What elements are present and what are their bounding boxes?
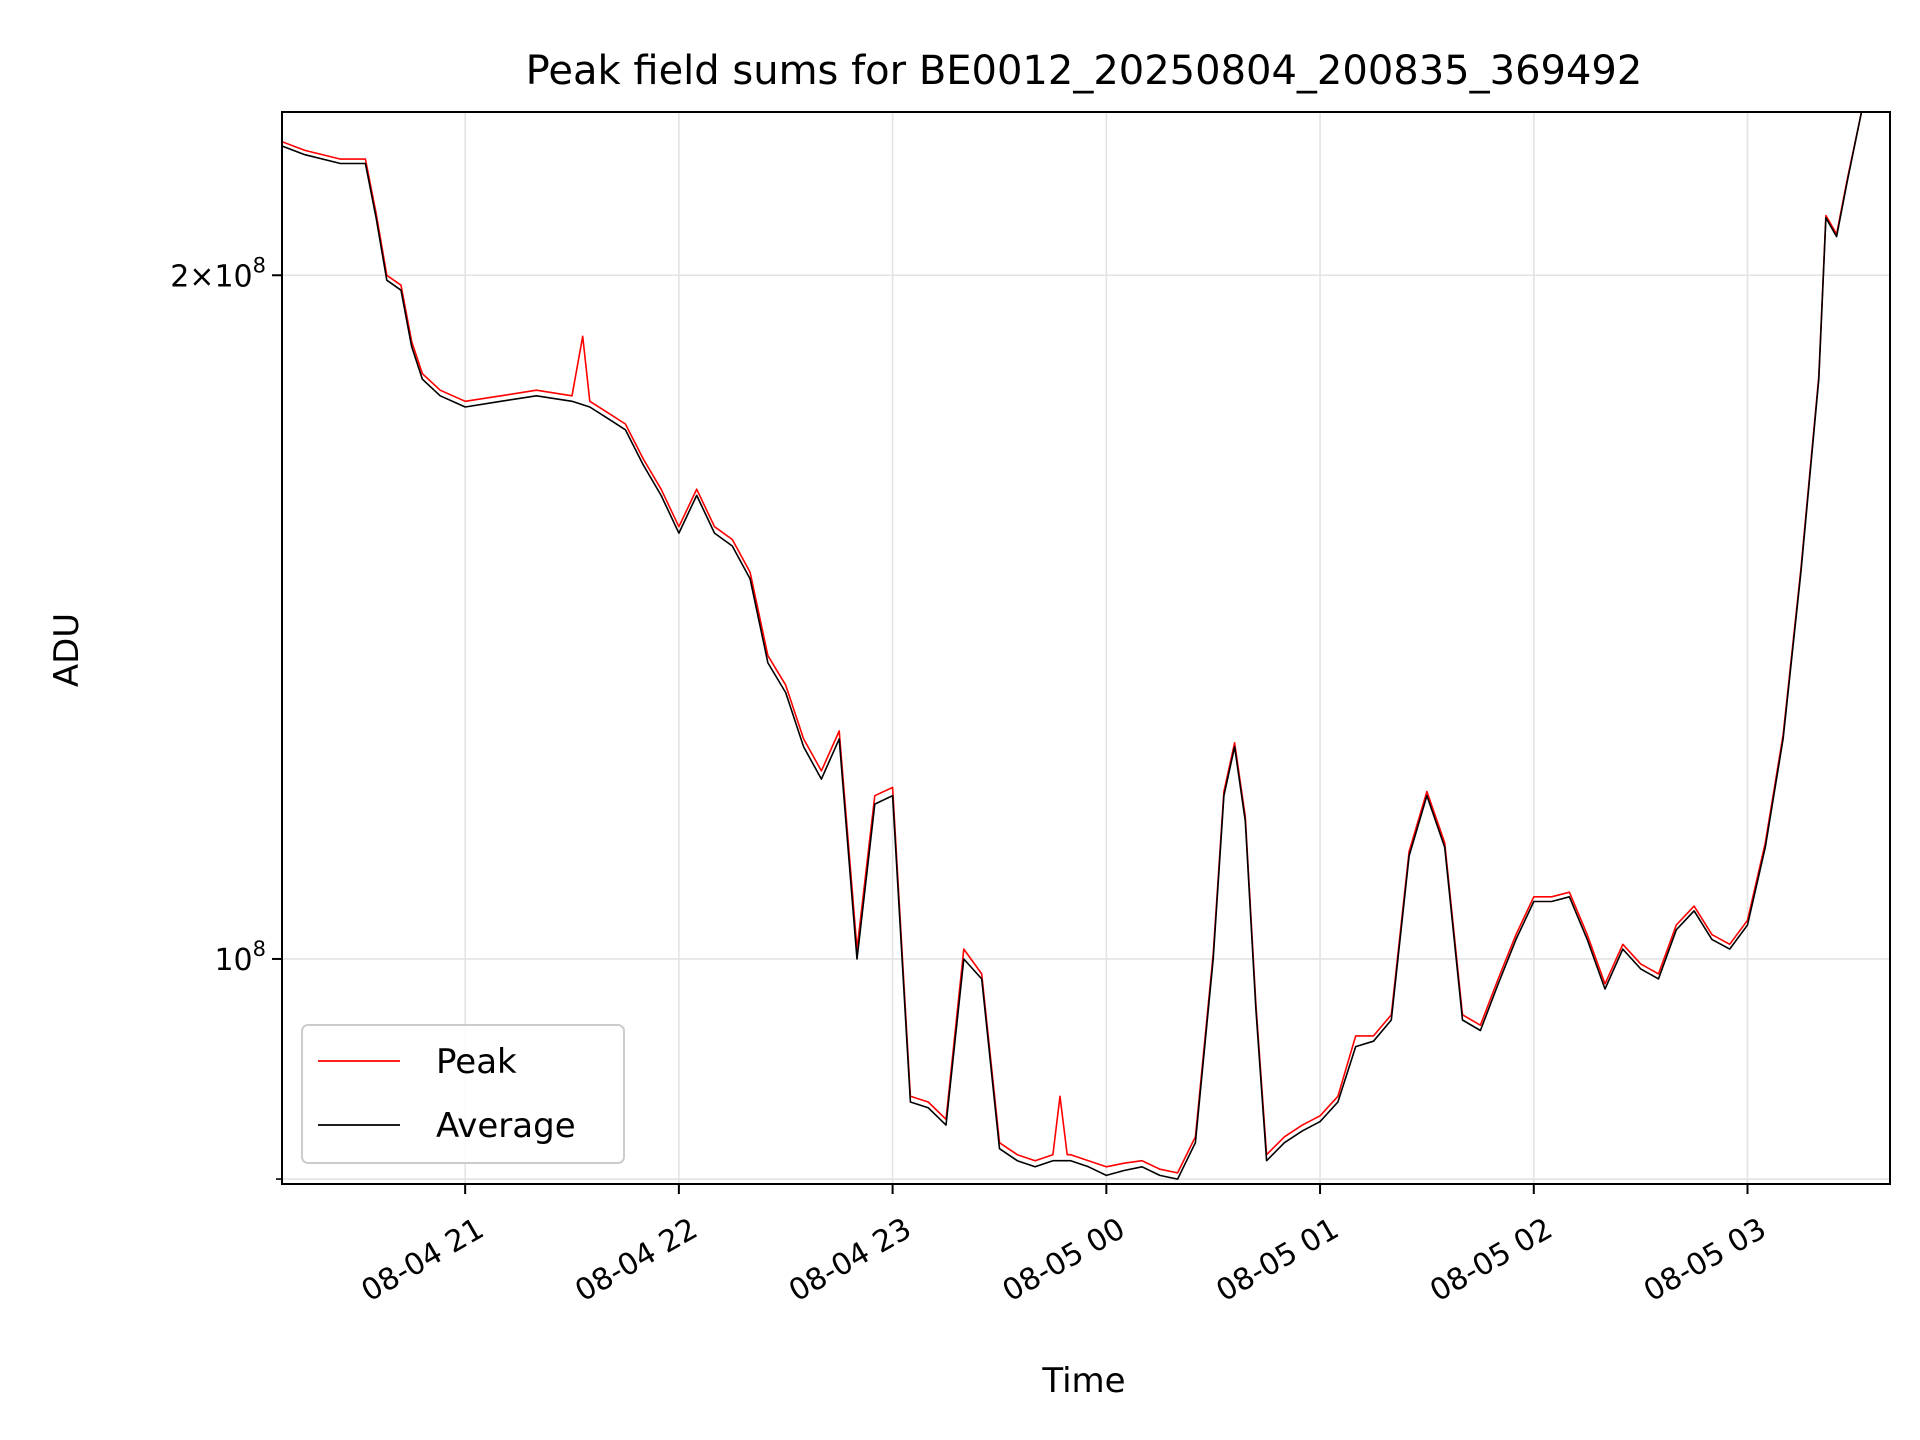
x-tick-label: 08-05 01 xyxy=(1211,1211,1345,1309)
x-tick-label: 08-04 21 xyxy=(356,1211,490,1309)
x-tick-label: 08-04 22 xyxy=(569,1211,703,1309)
x-tick-label: 08-04 23 xyxy=(783,1211,917,1309)
x-tick-label: 08-05 00 xyxy=(997,1211,1131,1309)
y-tick-label: 2×108 xyxy=(170,253,266,294)
y-tick-label: 108 xyxy=(214,937,266,978)
chart-title: Peak field sums for BE0012_20250804_2008… xyxy=(526,48,1643,94)
legend-label-peak: Peak xyxy=(436,1042,517,1082)
legend-label-average: Average xyxy=(436,1106,576,1146)
series-line-average xyxy=(282,112,1863,1180)
plot-frame xyxy=(281,111,1891,1185)
x-axis-label: Time xyxy=(1041,1361,1125,1401)
x-tick-label: 08-05 03 xyxy=(1638,1211,1772,1309)
y-axis-label: ADU xyxy=(47,613,87,687)
legend: Peak Average xyxy=(301,1024,625,1164)
legend-box xyxy=(301,1024,625,1164)
series-line-peak xyxy=(282,112,1863,1174)
series-layer xyxy=(282,112,1863,1180)
y-axis: 108 2×108 xyxy=(170,253,282,1180)
grid xyxy=(282,112,1890,1184)
x-tick-label: 08-05 02 xyxy=(1424,1211,1558,1309)
x-axis: 08-04 21 08-04 22 08-04 23 08-05 00 08-05 01… xyxy=(356,1184,1772,1309)
